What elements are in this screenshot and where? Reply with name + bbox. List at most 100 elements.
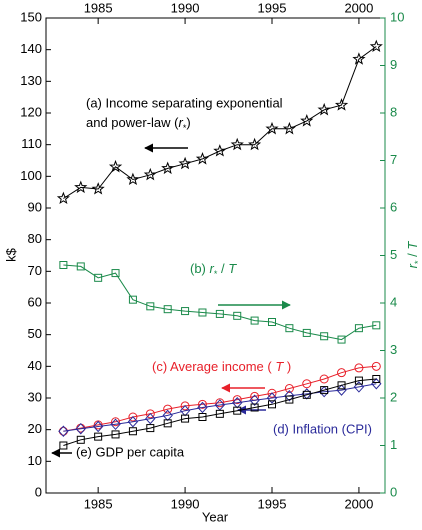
annotation-part: T xyxy=(228,261,237,276)
square-marker xyxy=(302,390,311,399)
y2-tick-label: 0 xyxy=(390,484,397,499)
square-marker xyxy=(302,328,311,337)
diamond-marker xyxy=(145,412,156,425)
star-marker xyxy=(213,144,227,157)
y-tick-label: 70 xyxy=(28,263,42,278)
square-marker xyxy=(128,295,137,304)
circle-marker xyxy=(111,417,121,427)
annotation: (c) Average income ( T ) xyxy=(152,359,291,374)
circle-marker xyxy=(215,398,225,408)
circle-marker xyxy=(284,384,294,393)
square-marker xyxy=(59,261,68,269)
x-tick-label-top: 2000 xyxy=(344,0,373,15)
circle-marker xyxy=(319,374,329,384)
square-marker xyxy=(250,403,259,412)
star-marker xyxy=(143,167,157,181)
circle-marker xyxy=(163,404,173,414)
y2-tick-label: 8 xyxy=(390,104,397,119)
star-marker xyxy=(178,156,192,170)
diamond-marker xyxy=(127,416,139,428)
annotation-part: r xyxy=(210,261,215,276)
y-tick-label: 40 xyxy=(28,358,42,373)
x-tick-label: 1995 xyxy=(258,496,287,511)
series-line xyxy=(63,264,377,341)
star-marker xyxy=(161,161,175,175)
square-marker xyxy=(146,302,155,311)
label-part: / xyxy=(405,250,420,261)
square-marker xyxy=(198,308,207,317)
annotation-part: * xyxy=(214,269,218,279)
y2-tick-label: 2 xyxy=(390,389,397,404)
y2-tick-label: 1 xyxy=(390,437,397,452)
square-marker xyxy=(320,386,329,395)
y-tick-label: 80 xyxy=(28,231,42,246)
circle-marker xyxy=(267,388,277,398)
y-axis-label: k$ xyxy=(3,247,18,262)
star-marker xyxy=(282,121,296,135)
annotation-part: and power-law ( xyxy=(86,115,179,130)
diamond-marker xyxy=(197,401,208,414)
y-tick-label: 30 xyxy=(28,389,42,404)
square-marker xyxy=(76,262,85,271)
square-marker xyxy=(372,321,381,330)
y2-tick-label: 6 xyxy=(390,199,397,214)
annotation-part: ) xyxy=(283,359,291,374)
label-part: r xyxy=(405,263,420,268)
x-tick-label-top: 1995 xyxy=(258,0,287,15)
circle-marker xyxy=(128,412,138,422)
y2-axis-label: r* / T xyxy=(405,241,422,269)
y-tick-label: 60 xyxy=(28,294,42,309)
diamond-marker xyxy=(266,392,278,404)
y-tick-label: 120 xyxy=(20,104,42,119)
star-marker xyxy=(300,113,314,127)
y2-tick-label: 10 xyxy=(390,9,404,24)
x-tick-label: 1985 xyxy=(84,496,113,511)
star-marker xyxy=(108,159,123,173)
x-tick-label-top: 1985 xyxy=(84,0,113,15)
square-marker xyxy=(59,441,68,450)
square-marker xyxy=(268,400,276,409)
diamond-marker xyxy=(162,409,173,422)
star-marker xyxy=(248,137,262,151)
square-marker xyxy=(285,324,294,333)
diamond-marker xyxy=(232,397,243,409)
square-marker xyxy=(233,311,242,320)
y2-tick-label: 4 xyxy=(390,294,397,309)
square-marker xyxy=(94,273,103,282)
square-marker xyxy=(146,424,155,433)
annotation: and power-law (r*) xyxy=(86,115,191,133)
square-marker xyxy=(233,406,242,415)
annotation-part: (c) Average income ( xyxy=(152,359,275,374)
square-marker xyxy=(198,413,207,421)
square-marker xyxy=(163,305,172,314)
annotation: (a) Income separating exponential xyxy=(86,95,283,110)
diamond-marker xyxy=(179,404,191,417)
diamond-marker xyxy=(284,390,295,402)
y-tick-label: 130 xyxy=(20,73,42,88)
y-tick-label: 90 xyxy=(28,199,42,214)
y-tick-label: 20 xyxy=(28,421,42,436)
star-marker xyxy=(230,137,244,151)
annotation-part: T xyxy=(275,359,284,374)
x-axis-label: Year xyxy=(202,509,229,524)
annotation: (e) GDP per capita xyxy=(76,444,185,459)
square-marker xyxy=(354,376,363,385)
square-marker xyxy=(372,375,381,383)
annotation-part: * xyxy=(183,123,187,133)
star-marker xyxy=(56,191,70,205)
square-marker xyxy=(181,414,190,423)
star-marker xyxy=(74,180,88,194)
y-tick-label: 110 xyxy=(21,136,42,151)
annotation-part: / xyxy=(217,261,228,276)
diamond-marker xyxy=(110,418,121,431)
y-tick-label: 100 xyxy=(20,168,42,183)
diamond-marker xyxy=(249,394,260,406)
square-marker xyxy=(181,307,190,316)
y-tick-label: 50 xyxy=(28,326,42,341)
diamond-marker xyxy=(58,425,69,437)
square-marker xyxy=(337,335,346,344)
annotation: (b) r* / T xyxy=(190,261,237,279)
star-marker xyxy=(126,172,140,186)
annotation-part: r xyxy=(179,115,184,130)
